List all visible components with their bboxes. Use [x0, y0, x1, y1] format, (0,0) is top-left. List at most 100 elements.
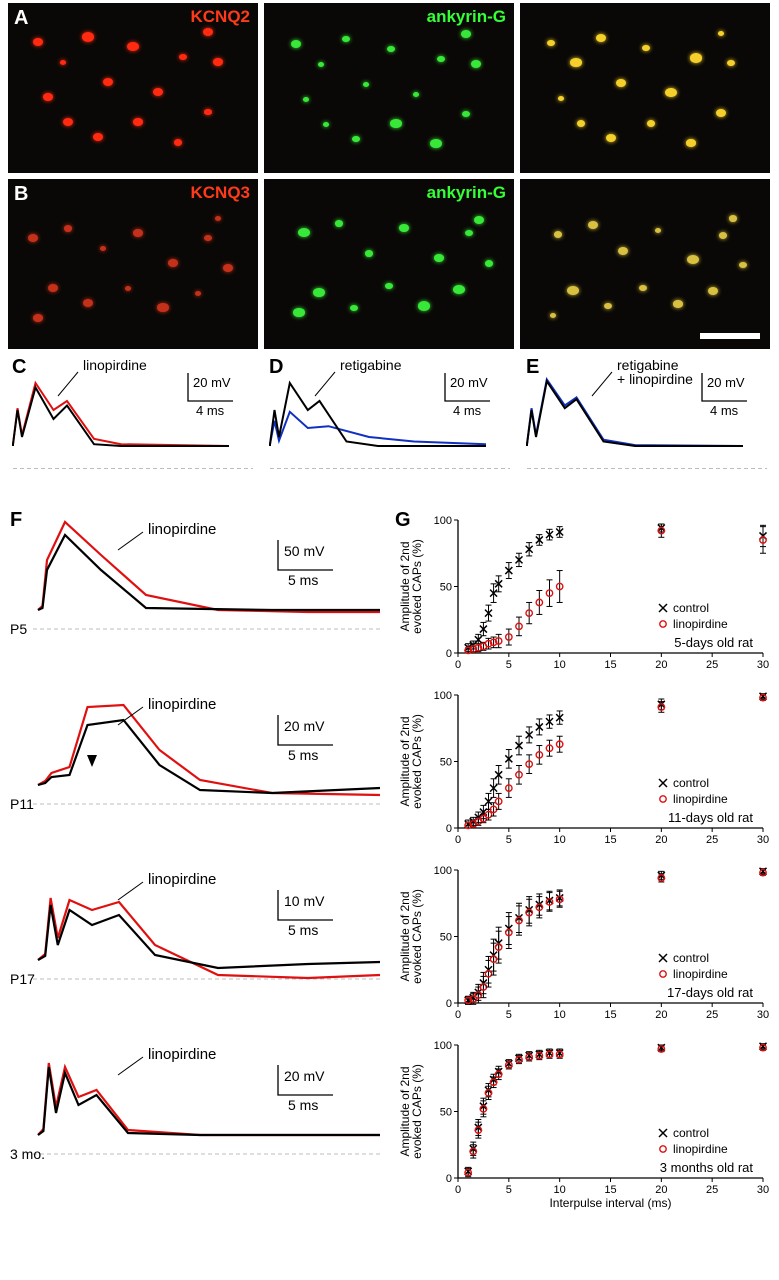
lower-panels: 20 mV4 mslinopirdineC20 mV4 msretigabine…: [0, 352, 779, 1210]
cde-row: 20 mV4 mslinopirdineC20 mV4 msretigabine…: [8, 356, 771, 506]
svg-text:linopirdine: linopirdine: [83, 357, 147, 373]
fluorescence-dot: [365, 250, 373, 257]
fluorescence-dot: [390, 119, 401, 128]
fluorescence-dot: [213, 58, 223, 66]
g-scatter-panel: 051015202530050100Amplitude of 2ndevoked…: [393, 1035, 772, 1210]
fluorescence-dot: [223, 264, 233, 272]
svg-text:0: 0: [445, 823, 451, 835]
fluorescence-dot: [687, 255, 698, 264]
svg-text:10: 10: [553, 1009, 565, 1021]
fluorescence-dot: [204, 235, 212, 241]
svg-text:4 ms: 4 ms: [196, 403, 225, 418]
svg-text:50: 50: [439, 582, 451, 594]
fluorescence-dot: [686, 139, 695, 146]
panel-letter: B: [14, 183, 28, 206]
fluorescence-dot: [133, 118, 143, 126]
fluorescence-dot: [413, 92, 420, 97]
fluorescence-dot: [83, 299, 94, 308]
fluorescence-dot: [547, 40, 554, 46]
fluorescence-dot: [471, 60, 481, 68]
fluorescence-dot: [323, 122, 330, 127]
fluorescence-dot: [125, 286, 132, 291]
fluorescence-dot: [133, 229, 142, 237]
fluorescence-dot: [103, 78, 113, 86]
svg-text:30: 30: [756, 834, 768, 846]
svg-text:linopirdine: linopirdine: [673, 1142, 728, 1156]
svg-text:100: 100: [433, 1040, 451, 1052]
fluorescence-dot: [60, 60, 67, 65]
panel-stain-label: ankyrin-G: [427, 7, 506, 27]
g-scatter-panel: 051015202530050100Amplitude of 2ndevoked…: [393, 685, 772, 860]
fluorescence-dot: [719, 232, 728, 239]
fluorescence-dot: [363, 82, 370, 88]
fluorescence-dot: [387, 46, 395, 52]
svg-text:Interpulse interval (ms): Interpulse interval (ms): [549, 1196, 671, 1210]
svg-text:100: 100: [433, 515, 451, 527]
micrograph-row: B KCNQ3 ankyrin-G: [0, 176, 779, 352]
svg-text:0: 0: [454, 659, 460, 671]
fluorescence-dot: [195, 291, 202, 296]
fluorescence-dot: [718, 31, 725, 37]
svg-text:20 mV: 20 mV: [284, 1068, 325, 1084]
fluorescence-dot: [33, 314, 43, 322]
svg-text:0: 0: [454, 1184, 460, 1196]
svg-text:control: control: [673, 601, 709, 615]
fluorescence-dot: [485, 260, 494, 267]
svg-text:linopirdine: linopirdine: [148, 696, 216, 713]
svg-text:20 mV: 20 mV: [707, 375, 745, 390]
micrograph-panel: [520, 179, 770, 349]
svg-text:retigabine: retigabine: [340, 357, 402, 373]
fluorescence-dot: [647, 120, 656, 127]
svg-text:10 mV: 10 mV: [284, 893, 325, 909]
f-trace-panel: 20 mV5 mslinopirdineP11: [8, 685, 387, 860]
fluorescence-dot: [673, 300, 682, 307]
fluorescence-dot: [642, 45, 649, 51]
g-scatter-panel: 051015202530050100Amplitude of 2ndevoked…: [393, 860, 772, 1035]
fluorescence-dot: [313, 288, 324, 297]
svg-text:0: 0: [445, 648, 451, 660]
fluorescence-dot: [48, 284, 58, 292]
svg-text:3 months old rat: 3 months old rat: [659, 1160, 753, 1175]
fluorescence-dot: [604, 303, 612, 309]
micrograph-panel: ankyrin-G: [264, 3, 514, 173]
fluorescence-dot: [570, 58, 581, 67]
svg-text:control: control: [673, 776, 709, 790]
panel-letter: C: [12, 356, 26, 379]
svg-text:3 mo.: 3 mo.: [10, 1146, 45, 1162]
svg-text:F: F: [10, 510, 22, 531]
svg-text:20: 20: [655, 834, 667, 846]
svg-text:evoked CAPs (%): evoked CAPs (%): [410, 714, 424, 809]
fluorescence-dot: [64, 225, 73, 232]
svg-text:50 mV: 50 mV: [284, 543, 325, 559]
svg-text:evoked CAPs (%): evoked CAPs (%): [410, 1064, 424, 1159]
svg-text:30: 30: [756, 1184, 768, 1196]
panel-stain-label: ankyrin-G: [427, 183, 506, 203]
fluorescence-dot: [291, 40, 301, 48]
column-f: 50 mV5 mslinopirdineFP520 mV5 mslinopird…: [8, 510, 387, 1210]
fluorescence-dot: [82, 32, 94, 41]
fluorescence-dot: [665, 88, 677, 97]
svg-text:linopirdine: linopirdine: [673, 792, 728, 806]
fluorescence-dot: [399, 224, 408, 232]
fluorescence-dot: [618, 247, 629, 255]
fluorescence-dot: [616, 79, 626, 87]
svg-text:linopirdine: linopirdine: [148, 1046, 216, 1063]
fluorescence-dot: [453, 285, 465, 294]
fluorescence-dot: [588, 221, 598, 229]
svg-text:30: 30: [756, 659, 768, 671]
fluorescence-dot: [465, 230, 472, 236]
svg-text:50: 50: [439, 757, 451, 769]
svg-text:30: 30: [756, 1009, 768, 1021]
svg-text:P11: P11: [10, 796, 34, 812]
micrograph-row: AKCNQ2ankyrin-G: [0, 0, 779, 176]
fluorescence-dot: [93, 133, 103, 141]
svg-text:50: 50: [439, 932, 451, 944]
svg-text:0: 0: [445, 998, 451, 1010]
svg-text:25: 25: [706, 1184, 718, 1196]
panel-stain-label: KCNQ3: [190, 183, 250, 203]
fluorescence-dot: [215, 216, 221, 221]
svg-text:P17: P17: [10, 971, 35, 987]
trace-panel-c: 20 mV4 mslinopirdineC: [8, 356, 257, 506]
micrograph-panel: [520, 3, 770, 173]
svg-text:20: 20: [655, 659, 667, 671]
